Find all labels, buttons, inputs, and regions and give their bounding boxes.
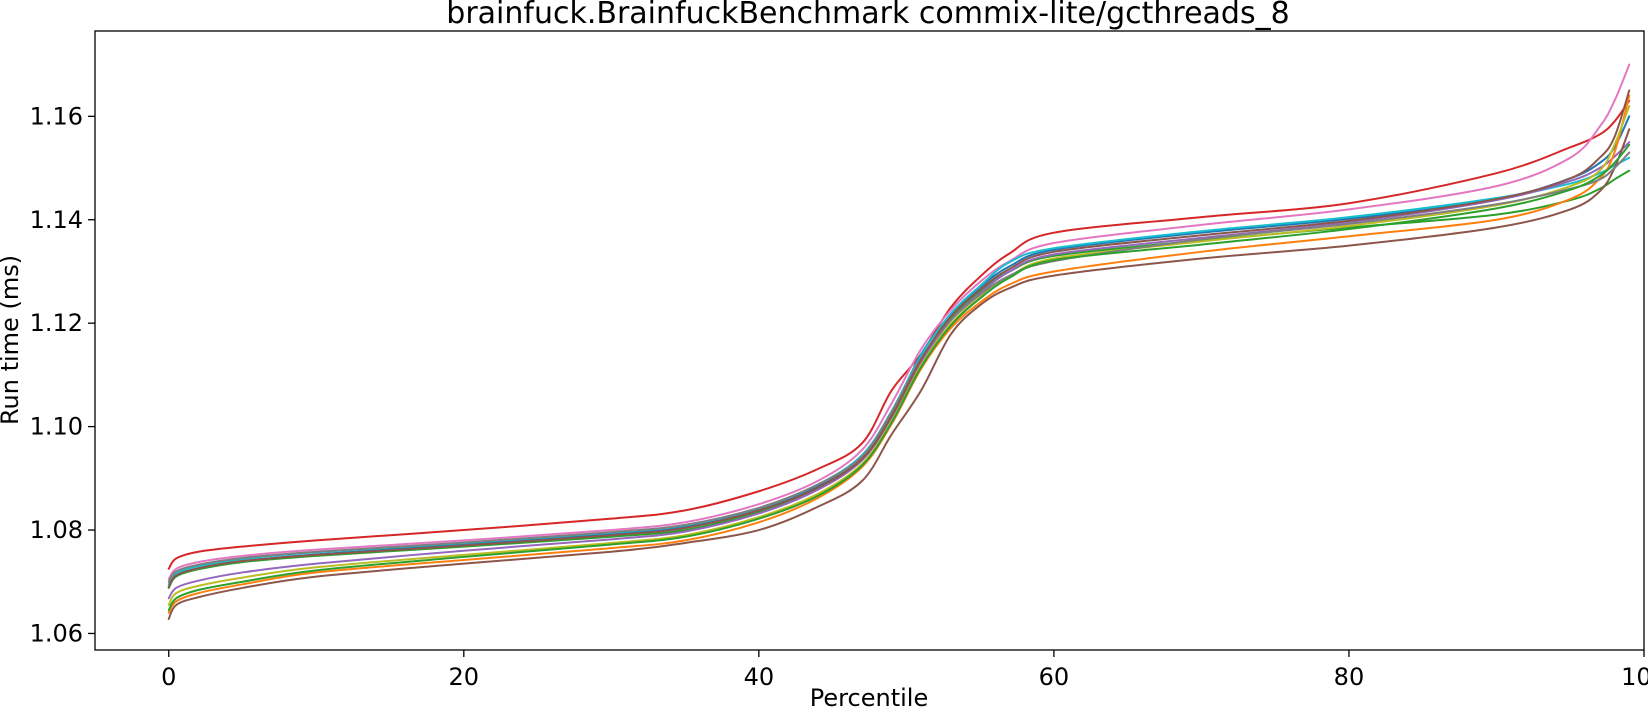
series-line-1 (167, 99, 1631, 570)
y-axis: 1.06 1.08 1.10 1.12 1.14 1.16 (30, 102, 95, 647)
x-tick-label: 40 (744, 663, 775, 691)
x-tick-label: 80 (1334, 663, 1365, 691)
x-tick-label: 100 (1621, 663, 1648, 691)
series-line-9 (167, 104, 1631, 607)
x-tick-label: 0 (161, 663, 176, 691)
x-axis: 0 20 40 60 80 100 (161, 650, 1648, 691)
chart-title: brainfuck.BrainfuckBenchmark commix-lite… (446, 0, 1289, 31)
y-tick-label: 1.12 (30, 309, 83, 337)
plot-frame (94, 30, 1645, 651)
y-tick-label: 1.06 (30, 619, 83, 647)
series-line-3 (167, 115, 1631, 588)
y-tick-label: 1.10 (30, 413, 83, 441)
x-tick-label: 20 (449, 663, 480, 691)
y-tick-label: 1.14 (30, 206, 83, 234)
x-tick-label: 60 (1039, 663, 1070, 691)
series-line-12 (167, 143, 1631, 612)
y-tick-label: 1.08 (30, 516, 83, 544)
y-tick-label: 1.16 (30, 102, 83, 130)
y-axis-label: Run time (ms) (0, 255, 24, 425)
series-line-11 (167, 89, 1631, 588)
series-line-2 (167, 63, 1631, 581)
series-line-10 (167, 151, 1631, 583)
series-layer (167, 63, 1631, 620)
x-axis-label: Percentile (810, 684, 928, 710)
series-line-7 (167, 128, 1631, 620)
